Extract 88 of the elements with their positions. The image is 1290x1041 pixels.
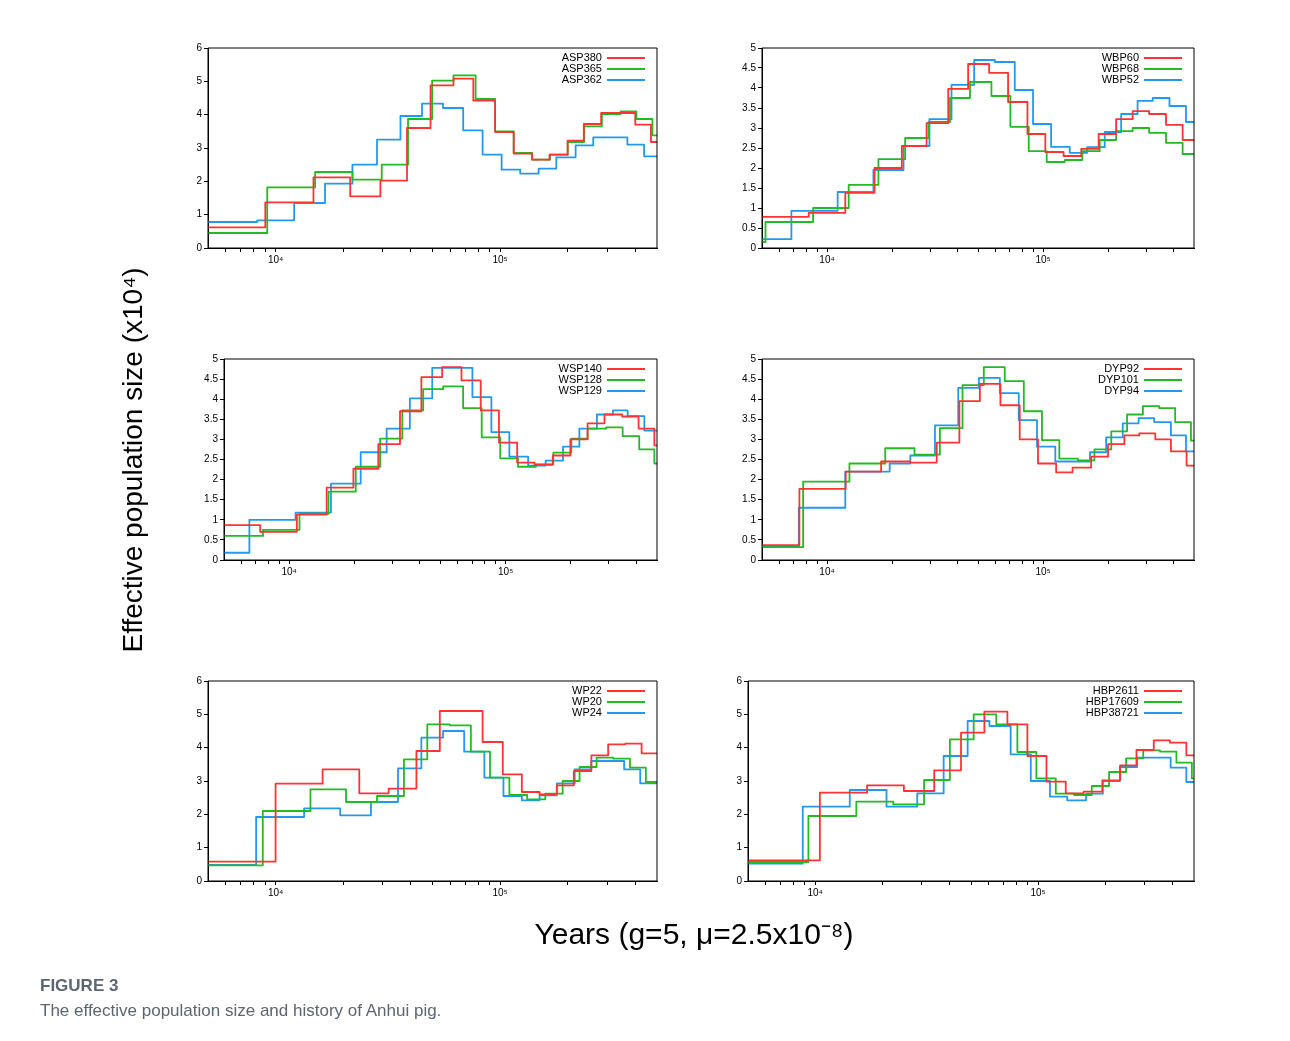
legend-label: DYP92 [1104, 362, 1139, 375]
legend-label: ASP362 [561, 73, 602, 86]
x-tick-label: 10⁵ [1030, 886, 1046, 898]
y-tick-label: 1 [196, 208, 203, 220]
y-tick-label: 5 [196, 708, 203, 720]
y-tick-label: 3 [212, 433, 219, 445]
y-tick-label: 3 [196, 774, 203, 786]
y-tick-label: 4 [750, 81, 757, 93]
y-tick-label: 2.5 [742, 453, 757, 465]
y-tick-label: 6 [196, 41, 203, 53]
y-tick-label: 0 [212, 553, 219, 565]
y-tick-label: 4 [750, 392, 757, 404]
x-tick-label: 10⁴ [267, 253, 284, 265]
y-tick-label: 0 [750, 553, 757, 565]
y-tick-label: 4.5 [742, 372, 757, 384]
x-tick-label: 10⁴ [819, 565, 835, 577]
y-tick-label: 2 [736, 808, 743, 820]
y-tick-label: 0.5 [204, 533, 219, 545]
y-tick-label: 1 [750, 513, 757, 525]
legend-label: ASP365 [561, 62, 602, 75]
legend-label: WBP68 [1101, 62, 1139, 75]
y-tick-label: 4 [212, 392, 219, 404]
legend-label: DYP101 [1098, 373, 1139, 386]
y-axis-title: Effective population size (x10⁴) [117, 267, 149, 653]
y-tick-label: 1.5 [204, 493, 219, 505]
y-tick-label: 3 [196, 141, 203, 153]
y-tick-label: 4 [196, 108, 203, 120]
x-tick-label: 10⁵ [492, 886, 508, 898]
y-tick-label: 1 [212, 513, 219, 525]
legend-label: WSP129 [558, 384, 602, 397]
x-tick-label: 10⁵ [498, 565, 514, 577]
y-tick-label: 1.5 [742, 181, 757, 193]
y-tick-label: 3.5 [204, 413, 219, 425]
y-tick-label: 0 [750, 241, 757, 253]
y-tick-label: 4 [736, 741, 743, 753]
y-tick-label: 2 [750, 473, 757, 485]
y-tick-label: 3 [750, 121, 757, 133]
x-tick-label: 10⁴ [807, 886, 823, 898]
y-tick-label: 5 [750, 352, 757, 364]
y-tick-label: 1 [196, 841, 203, 853]
y-tick-label: 3 [750, 433, 757, 445]
y-tick-label: 5 [196, 75, 203, 87]
legend-label: DYP94 [1104, 384, 1139, 397]
x-tick-label: 10⁴ [267, 886, 284, 898]
legend-label: HBP2611 [1092, 684, 1139, 697]
y-tick-label: 0.5 [742, 533, 757, 545]
y-tick-label: 2.5 [204, 453, 219, 465]
y-tick-label: 2 [212, 473, 219, 485]
y-tick-label: 5 [736, 708, 743, 720]
y-tick-label: 2 [196, 808, 203, 820]
y-tick-label: 5 [750, 41, 757, 53]
y-tick-label: 3.5 [742, 101, 757, 113]
y-tick-label: 1 [750, 201, 757, 213]
y-tick-label: 0 [196, 241, 203, 253]
y-tick-label: 0 [196, 874, 203, 886]
y-tick-label: 6 [196, 674, 203, 686]
y-tick-label: 0.5 [742, 221, 757, 233]
legend-label: HBP17609 [1085, 695, 1139, 708]
x-tick-label: 10⁴ [819, 253, 835, 265]
y-tick-label: 5 [212, 352, 219, 364]
text: The effective population size and history of Anhui pig. [40, 1001, 442, 1021]
y-tick-label: 2 [750, 161, 757, 173]
y-tick-label: 4.5 [204, 372, 219, 384]
legend-label: WSP128 [558, 373, 602, 386]
y-tick-label: 2.5 [742, 141, 757, 153]
legend-label: WP22 [572, 684, 602, 697]
y-tick-label: 4.5 [742, 61, 757, 73]
y-tick-label: 4 [196, 741, 203, 753]
x-axis-title: Years (g=5, μ=2.5x10⁻⁸) [534, 915, 854, 952]
legend-label: ASP380 [561, 51, 602, 64]
legend-label: WSP140 [558, 362, 602, 375]
x-tick-label: 10⁵ [492, 253, 508, 265]
x-tick-label: 10⁴ [281, 565, 297, 577]
legend-label: WP24 [572, 706, 602, 719]
caption: FIGURE 3 [40, 976, 119, 996]
legend-label: WBP60 [1101, 51, 1139, 64]
y-tick-label: 6 [736, 674, 743, 686]
legend-label: WP20 [572, 695, 602, 708]
y-tick-label: 1.5 [742, 493, 757, 505]
y-tick-label: 3.5 [742, 413, 757, 425]
x-tick-label: 10⁵ [1035, 565, 1051, 577]
y-tick-label: 0 [736, 874, 743, 886]
legend-label: WBP52 [1101, 73, 1139, 86]
x-tick-label: 10⁵ [1035, 253, 1051, 265]
y-tick-label: 3 [736, 774, 743, 786]
legend-label: HBP38721 [1085, 706, 1139, 719]
y-tick-label: 2 [196, 175, 203, 187]
y-tick-label: 1 [736, 841, 743, 853]
